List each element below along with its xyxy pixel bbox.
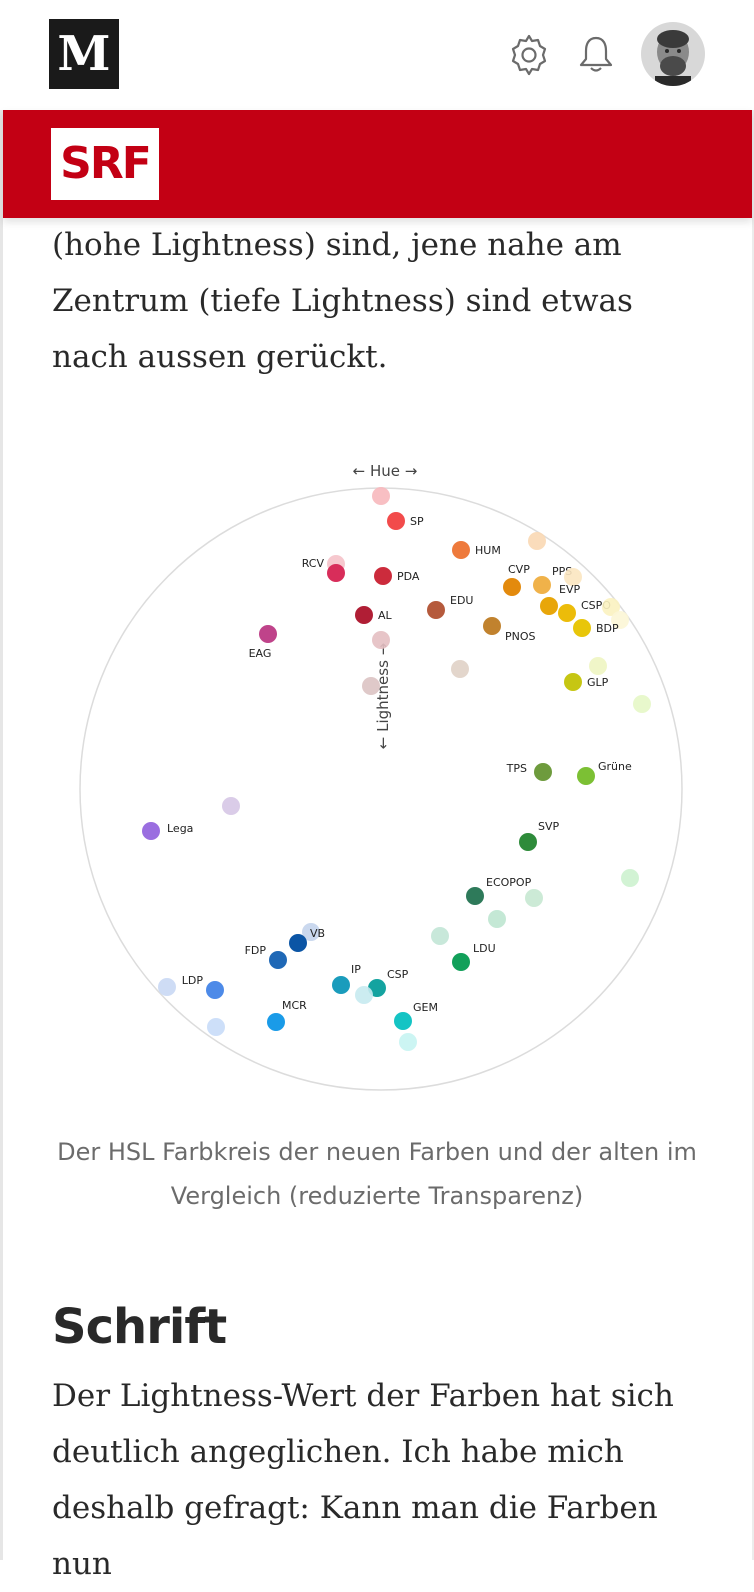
point-ip <box>332 976 350 994</box>
article-paragraph-2: Der Lightness-Wert der Farben hat sich d… <box>52 1378 674 1582</box>
point-old-color <box>372 631 390 649</box>
point-vb <box>289 934 307 952</box>
point-tps <box>534 763 552 781</box>
label-lega: Lega <box>167 822 193 835</box>
point-old-color <box>488 910 506 928</box>
point-old-color <box>602 598 620 616</box>
point-pps <box>533 576 551 594</box>
point-old-color <box>451 660 469 678</box>
point-old-color <box>158 978 176 996</box>
point-gem <box>394 1012 412 1030</box>
bell-icon[interactable] <box>576 33 616 75</box>
hue-axis-label: ← Hue → <box>353 462 418 480</box>
point-old-color <box>525 889 543 907</box>
point-old-color <box>399 1033 417 1051</box>
point-old-color <box>621 869 639 887</box>
point-sp <box>387 512 405 530</box>
point-ldu <box>452 953 470 971</box>
point-pnos <box>483 617 501 635</box>
label-csp: CSP <box>387 968 409 981</box>
point-edu <box>427 601 445 619</box>
label-grüne: Grüne <box>598 760 632 773</box>
hsl-scatter-chart: ← Hue → ← Lightness → SP RCV PDA AL EAG HUM CVP P… <box>79 462 683 1091</box>
label-bdp: BDP <box>596 622 619 635</box>
point-old-color <box>362 677 380 695</box>
label-vb: VB <box>310 927 325 940</box>
point-hum <box>452 541 470 559</box>
point-old-color <box>431 927 449 945</box>
point-evp <box>540 597 558 615</box>
point-rcv <box>327 564 345 582</box>
point-lega <box>142 822 160 840</box>
section-heading: Schrift <box>52 1299 227 1355</box>
label-sp: SP <box>410 515 424 528</box>
point-cspo <box>558 604 576 622</box>
label-edu: EDU <box>450 594 473 607</box>
label-ip: IP <box>351 963 361 976</box>
point-al <box>355 606 373 624</box>
point-old-color <box>564 568 582 586</box>
label-tps: TPS <box>506 762 527 775</box>
point-eag <box>259 625 277 643</box>
avatar[interactable] <box>641 22 705 86</box>
point-glp <box>564 673 582 691</box>
figure-caption: Der HSL Farbkreis der neuen Farben und d… <box>57 1138 697 1210</box>
label-al: AL <box>378 609 393 622</box>
point-old-color <box>302 923 320 941</box>
label-ecopop: ECOPOP <box>486 876 532 889</box>
point-old-color <box>355 986 373 1004</box>
label-pda: PDA <box>397 570 420 583</box>
point-old-color <box>633 695 651 713</box>
point-bdp <box>573 619 591 637</box>
page-edge-left <box>0 0 3 1560</box>
label-ldu: LDU <box>473 942 496 955</box>
label-cvp: CVP <box>508 563 530 576</box>
point-ldp <box>206 981 224 999</box>
point-old-color <box>611 611 629 629</box>
point-ecopop <box>466 887 484 905</box>
point-grüne <box>577 767 595 785</box>
point-old-color <box>222 797 240 815</box>
label-svp: SVP <box>538 820 560 833</box>
label-hum: HUM <box>475 544 501 557</box>
label-eag: EAG <box>249 647 272 660</box>
label-glp: GLP <box>587 676 609 689</box>
point-pda <box>374 567 392 585</box>
point-old-color <box>528 532 546 550</box>
label-evp: EVP <box>559 583 580 596</box>
point-fdp <box>269 951 287 969</box>
label-rcv: RCV <box>302 557 325 570</box>
label-fdp: FDP <box>245 944 267 957</box>
hsl-color-wheel-figure: ← Hue → ← Lightness → SP RCV PDA AL EAG HUM CVP P… <box>0 440 754 1120</box>
point-old-color <box>589 657 607 675</box>
publication-bar: SRF <box>3 110 752 218</box>
point-old-color <box>372 487 390 505</box>
gear-icon[interactable] <box>506 32 552 78</box>
point-old-color <box>207 1018 225 1036</box>
page-edge-right <box>752 0 754 1560</box>
srf-logo[interactable]: SRF <box>51 128 159 200</box>
label-pnos: PNOS <box>505 630 536 643</box>
top-nav-bar: M <box>0 0 754 110</box>
medium-logo[interactable]: M <box>49 19 119 89</box>
label-mcr: MCR <box>282 999 307 1012</box>
article-paragraph: (hohe Lightness) sind, jene nahe am Zent… <box>52 227 633 375</box>
point-cvp <box>503 578 521 596</box>
point-mcr <box>267 1013 285 1031</box>
label-gem: GEM <box>413 1001 438 1014</box>
lightness-axis-label: ← Lightness → <box>374 643 392 749</box>
label-ldp: LDP <box>182 974 204 987</box>
point-svp <box>519 833 537 851</box>
